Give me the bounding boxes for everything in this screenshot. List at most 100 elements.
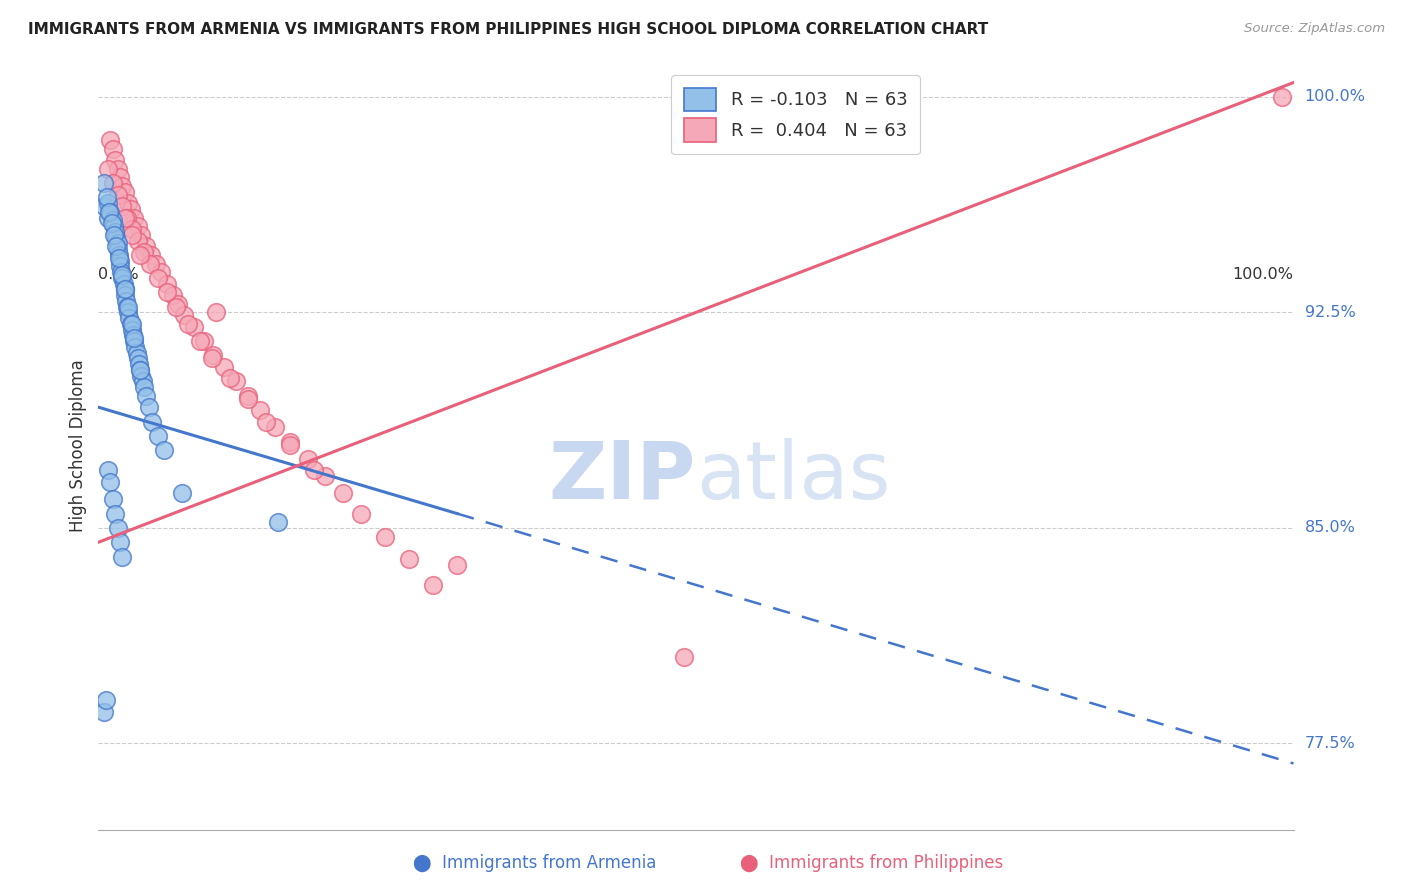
Point	[121, 323, 143, 337]
Point	[297, 451, 319, 466]
Point	[100, 216, 122, 230]
Point	[103, 227, 125, 242]
Point	[108, 535, 131, 549]
Point	[673, 650, 696, 665]
Point	[332, 486, 354, 500]
Point	[98, 475, 122, 489]
Point	[124, 340, 146, 354]
Point	[141, 415, 163, 429]
Point	[114, 282, 136, 296]
Point	[139, 248, 162, 262]
Point	[93, 176, 115, 190]
Point	[107, 187, 129, 202]
Point	[225, 375, 247, 389]
Text: atlas: atlas	[696, 438, 890, 516]
Point	[101, 142, 124, 156]
Point	[122, 328, 145, 343]
Point	[111, 179, 134, 194]
Point	[117, 196, 139, 211]
Point	[162, 288, 184, 302]
Point	[107, 251, 129, 265]
Point	[188, 334, 211, 348]
Point	[124, 334, 146, 348]
Point	[155, 277, 177, 291]
Point	[124, 211, 146, 225]
Text: 85.0%: 85.0%	[1305, 520, 1355, 535]
Point	[236, 389, 259, 403]
Point	[350, 507, 373, 521]
Point	[96, 190, 118, 204]
Point	[104, 507, 127, 521]
Point	[128, 357, 150, 371]
Point	[1271, 90, 1294, 104]
Point	[114, 211, 136, 225]
Point	[110, 265, 132, 279]
Point	[267, 515, 290, 529]
Point	[201, 351, 224, 366]
Point	[249, 403, 271, 417]
Text: Source: ZipAtlas.com: Source: ZipAtlas.com	[1244, 22, 1385, 36]
Point	[111, 268, 134, 282]
Point	[212, 359, 235, 374]
Point	[422, 578, 444, 592]
Point	[107, 242, 129, 256]
Point	[124, 331, 146, 345]
Point	[278, 437, 301, 451]
Point	[107, 521, 129, 535]
Point	[446, 558, 468, 573]
Y-axis label: High School Diploma: High School Diploma	[69, 359, 87, 533]
Point	[114, 185, 136, 199]
Point	[118, 311, 141, 326]
Point	[103, 219, 125, 234]
Point	[114, 288, 136, 302]
Point	[107, 236, 129, 251]
Point	[108, 260, 131, 274]
Point	[219, 371, 242, 385]
Point	[135, 239, 157, 253]
Point	[121, 227, 143, 242]
Point	[177, 317, 200, 331]
Point	[104, 153, 127, 168]
Point	[97, 211, 120, 225]
Point	[193, 334, 215, 348]
Point	[139, 256, 162, 270]
Point	[138, 401, 160, 415]
Point	[173, 308, 195, 322]
Point	[120, 202, 142, 216]
Point	[97, 161, 120, 176]
Point	[115, 211, 138, 225]
Point	[153, 443, 176, 458]
Point	[125, 345, 148, 359]
Point	[165, 300, 187, 314]
Point	[127, 219, 149, 234]
Point	[101, 492, 124, 507]
Text: 100.0%: 100.0%	[1233, 268, 1294, 282]
Point	[101, 213, 124, 227]
Point	[97, 463, 120, 477]
Point	[127, 234, 149, 248]
Point	[183, 319, 205, 334]
Point	[94, 693, 117, 707]
Point	[98, 133, 122, 147]
Point	[131, 227, 153, 242]
Point	[108, 170, 131, 185]
Text: 92.5%: 92.5%	[1305, 305, 1355, 320]
Point	[120, 317, 142, 331]
Point	[105, 230, 128, 244]
Point	[155, 285, 177, 300]
Point	[145, 256, 167, 270]
Point	[132, 245, 155, 260]
Point	[172, 486, 194, 500]
Point	[115, 300, 138, 314]
Point	[127, 351, 149, 366]
Text: IMMIGRANTS FROM ARMENIA VS IMMIGRANTS FROM PHILIPPINES HIGH SCHOOL DIPLOMA CORRE: IMMIGRANTS FROM ARMENIA VS IMMIGRANTS FR…	[28, 22, 988, 37]
Point	[112, 277, 135, 291]
Point	[117, 300, 139, 314]
Point	[115, 293, 138, 308]
Point	[131, 375, 153, 389]
Point	[93, 199, 115, 213]
Point	[167, 297, 190, 311]
Point	[114, 282, 136, 296]
Point	[111, 199, 134, 213]
Point	[129, 363, 152, 377]
